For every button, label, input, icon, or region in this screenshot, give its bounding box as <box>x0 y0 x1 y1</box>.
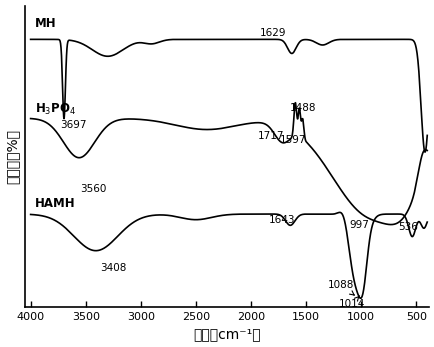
Text: H$_3$PO$_4$: H$_3$PO$_4$ <box>35 102 76 117</box>
Text: MH: MH <box>35 17 56 29</box>
Text: 1014: 1014 <box>339 296 365 308</box>
Y-axis label: 透光率（%）: 透光率（%） <box>6 129 20 184</box>
Text: 1088: 1088 <box>327 280 354 295</box>
Text: HAMH: HAMH <box>35 197 76 210</box>
Text: 536: 536 <box>398 222 418 232</box>
Text: 1488: 1488 <box>289 103 315 113</box>
Text: 1643: 1643 <box>268 215 294 225</box>
Text: 1597: 1597 <box>279 135 306 145</box>
Text: 1717: 1717 <box>257 131 283 141</box>
Text: 3697: 3697 <box>60 120 87 130</box>
Text: 3408: 3408 <box>100 263 126 273</box>
Text: 997: 997 <box>348 220 368 230</box>
X-axis label: 波数（cm⁻¹）: 波数（cm⁻¹） <box>193 328 260 341</box>
Text: 1629: 1629 <box>259 28 286 38</box>
Text: 3560: 3560 <box>80 185 106 194</box>
